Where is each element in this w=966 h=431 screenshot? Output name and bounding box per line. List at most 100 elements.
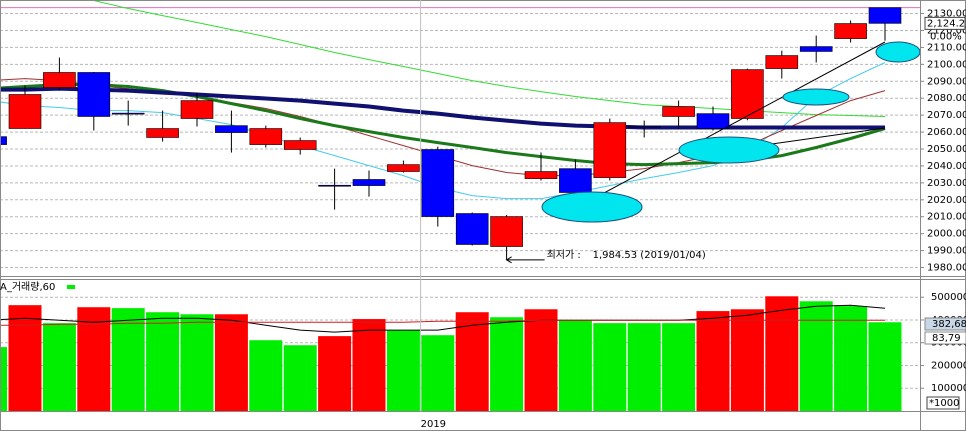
low-annotation-prefix: 최저가 :: [547, 249, 581, 261]
volume-bar: [558, 320, 592, 411]
candle-body: [352, 179, 386, 186]
y-tick-label: 2010.00: [927, 212, 966, 223]
volume-bar: [524, 309, 558, 411]
unit-box: [926, 396, 960, 410]
y-tick-label: 100000: [931, 383, 966, 394]
volume-title: A_거래량,60: [0, 281, 55, 293]
annotation-arrow: [505, 256, 545, 264]
y-tick-label: 2000.00: [927, 229, 966, 240]
value-box-label: 382,68: [932, 319, 966, 330]
candle-body: [249, 128, 283, 145]
candle-body: [8, 94, 42, 129]
volume-bar: [421, 335, 455, 411]
y-tick-label: 2050.00: [927, 144, 966, 155]
trend-line: [575, 41, 886, 209]
unit-label: *1000: [929, 398, 959, 409]
candle-body: [180, 100, 214, 119]
low-annotation-text: 1,984.53 (2019/01/04): [593, 250, 706, 261]
candle-body: [111, 112, 145, 115]
candle-body: [731, 69, 764, 119]
moving-average: [0, 86, 885, 130]
candle-body: [765, 55, 799, 69]
y-tick-label: 500000: [931, 292, 966, 303]
y-tick-label: 2020.00: [927, 195, 966, 206]
y-tick-label: 2070.00: [927, 110, 966, 121]
highlight-ellipse: [541, 191, 643, 223]
volume-bar: [249, 340, 283, 411]
candle-body: [799, 46, 833, 52]
highlight-ellipse: [678, 136, 780, 164]
volume-bar: [834, 306, 868, 411]
candle-body: [0, 136, 7, 145]
current-price-box: [924, 16, 966, 30]
volume-bar: [593, 323, 627, 411]
volume-bar: [386, 330, 420, 411]
y-tick-label: 2030.00: [927, 178, 966, 189]
y-tick-label: 2100.00: [927, 59, 966, 70]
volume-panel: [0, 296, 902, 411]
drawings: [541, 41, 920, 223]
value-box-label: 83,79: [932, 333, 961, 344]
y-tick-label: 2040.00: [927, 161, 966, 172]
candle-body: [490, 216, 523, 247]
volume-bar: [730, 309, 764, 411]
legend-swatch: [67, 285, 75, 289]
candle-body: [559, 168, 592, 193]
volume-bar: [799, 301, 833, 411]
candle-body: [627, 125, 661, 128]
y-tick-label: 2090.00: [927, 76, 966, 87]
volume-average: [0, 304, 886, 333]
y-tick-label: 1980.00: [927, 263, 966, 274]
volume-bar: [111, 308, 145, 411]
highlight-ellipse: [782, 88, 850, 106]
volume-bar: [180, 314, 214, 411]
candle-body: [421, 149, 455, 217]
x-tick-label: 2019: [421, 419, 446, 430]
y-tick-label: 200000: [931, 360, 966, 371]
volume-bar: [146, 312, 180, 411]
volume-bar: [696, 311, 730, 411]
volume-bar: [868, 322, 902, 411]
candle-body: [834, 23, 867, 39]
volume-bar: [77, 307, 111, 411]
candle-body: [593, 122, 627, 178]
volume-bar: [42, 323, 76, 411]
candle-body: [77, 72, 111, 117]
change-label: 0.00%: [930, 31, 962, 42]
volume-bar: [765, 296, 799, 411]
y-tick-label: 2130.00: [927, 9, 966, 20]
y-tick-label: 2080.00: [927, 93, 966, 104]
volume-bar: [627, 323, 661, 411]
volume-bar: [8, 305, 42, 411]
volume-bar: [283, 345, 317, 411]
candle-body: [696, 113, 730, 129]
volume-bar: [352, 319, 386, 411]
volume-bar: [0, 347, 8, 411]
candle-body: [662, 106, 695, 117]
candle-body: [215, 125, 248, 133]
volume-average: [0, 319, 885, 326]
candle-body: [524, 171, 558, 179]
y-tick-label: 2120.00: [927, 25, 966, 36]
value-box: [924, 317, 966, 331]
candle-body: [455, 213, 489, 245]
y-tick-label: 2060.00: [927, 127, 966, 138]
volume-bar: [455, 312, 489, 411]
candle-body: [318, 184, 351, 187]
current-price-label: 2,124.2: [927, 18, 965, 29]
candle-body: [283, 140, 317, 150]
value-box: [924, 331, 966, 345]
volume-bar: [214, 314, 248, 411]
candle-body: [868, 7, 902, 24]
highlight-ellipse: [875, 41, 920, 63]
volume-bar: [318, 336, 352, 411]
candle-body: [43, 72, 76, 88]
volume-bar: [662, 323, 696, 411]
y-tick-label: 1990.00: [927, 246, 966, 257]
candle-body: [387, 164, 420, 172]
candle-body: [146, 128, 179, 138]
volume-bar: [490, 317, 524, 411]
y-tick-label: 2110.00: [927, 42, 966, 53]
